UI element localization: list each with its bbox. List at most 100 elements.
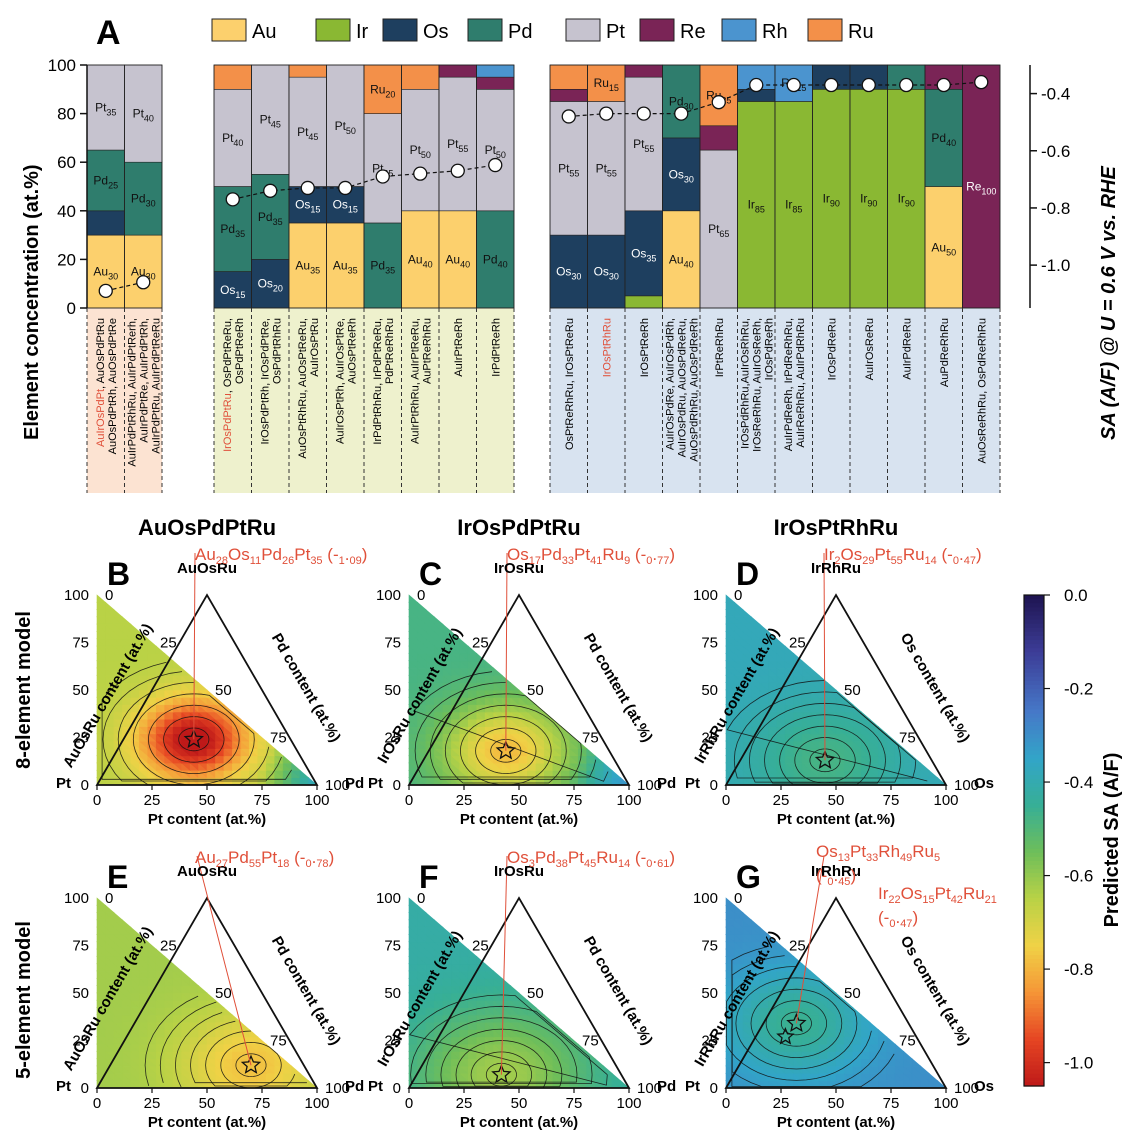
formula-part: Pt xyxy=(875,545,891,564)
formula-part: 85 xyxy=(755,205,765,215)
right-tick-label: 25 xyxy=(472,635,489,652)
sa-marker xyxy=(450,163,465,178)
colorbar-step xyxy=(1024,750,1044,756)
right-tick-label: 25 xyxy=(789,938,806,955)
bar-segment-rh xyxy=(476,64,515,78)
colorbar-step xyxy=(1024,734,1044,739)
formula-part: 50 xyxy=(946,247,956,257)
bar-11 xyxy=(549,64,588,493)
right-vertex-label: Pd xyxy=(345,1078,364,1095)
heat-cell xyxy=(594,755,605,764)
colorbar-step xyxy=(1024,664,1044,670)
sa-marker xyxy=(599,106,614,121)
bottom-tick-label: 100 xyxy=(304,1095,329,1112)
colorbar-step xyxy=(1024,1053,1044,1058)
colorbar-step xyxy=(1024,656,1044,662)
formula-part: 15 xyxy=(922,894,934,906)
colorbar-step xyxy=(1024,922,1044,928)
y-tick-label: 0 xyxy=(67,299,76,318)
right-tick-label: 50 xyxy=(527,985,544,1002)
formula-part: Pt xyxy=(485,143,497,157)
colorbar-step xyxy=(1024,1004,1044,1009)
formula-part: Pd xyxy=(669,94,684,108)
formula-part: Pt xyxy=(708,222,720,236)
colorbar-step xyxy=(1024,910,1044,915)
bar-element-label: Pt45 xyxy=(260,113,281,130)
left-tick-label: 0 xyxy=(393,1080,401,1097)
bar-segment-os xyxy=(86,210,125,236)
colorbar-step xyxy=(1024,820,1044,825)
ternary-heatmap xyxy=(408,594,630,786)
colorbar-step xyxy=(1024,865,1044,870)
contour-line xyxy=(132,693,255,786)
contour-line xyxy=(101,661,292,780)
formula-part: Pd xyxy=(483,252,498,266)
sa-marker xyxy=(711,95,726,110)
formula-part: 30 xyxy=(609,272,619,282)
bar-22 xyxy=(962,64,1001,493)
heat-cell xyxy=(928,1072,939,1081)
formula-part: Au xyxy=(195,545,216,564)
bar-element-label: Re100 xyxy=(966,180,996,197)
right-tick-label: 0 xyxy=(105,587,113,604)
bar-element-label: Pt55 xyxy=(447,137,468,154)
right-tick-label: 100 xyxy=(325,777,350,794)
bottom-tick-label: 25 xyxy=(773,792,790,809)
colorbar-step xyxy=(1024,950,1044,956)
right-vertex-label: Pd xyxy=(657,775,676,792)
composition-rest: , OsPdPtReRu, xyxy=(222,318,234,393)
sa-marker xyxy=(136,275,151,290)
bottom-tick-label: 50 xyxy=(511,1095,528,1112)
colorbar-step xyxy=(1024,885,1044,891)
formula-part: 14 xyxy=(618,858,630,870)
panel-letter: A xyxy=(96,14,121,52)
colorbar-step xyxy=(1024,860,1044,866)
composition-label: AuIrOsPtRu xyxy=(309,318,321,377)
right-axis-title: Pd content (at.%) xyxy=(268,630,344,745)
composition-label: AuIrPdPtRhRu, AuIrPdPtRerh, xyxy=(126,318,138,467)
formula-part: 47 xyxy=(900,918,912,930)
formula-part: 50 xyxy=(421,150,431,160)
composition-label: AuPdReRhRu xyxy=(939,318,951,387)
heat-cell xyxy=(603,762,613,771)
composition-label: AuIrOsReRu xyxy=(864,318,876,380)
bar-segment-os xyxy=(326,186,365,224)
legend-label: Os xyxy=(423,21,449,43)
colorbar-step xyxy=(1024,1028,1044,1034)
heat-cell xyxy=(189,977,200,986)
formula-part: Au xyxy=(669,252,684,266)
composition-label: AuIrPdPtRe, AuIrPdPtRh, xyxy=(138,318,150,443)
formula-part: Au xyxy=(931,240,946,254)
right-tick-label: 75 xyxy=(899,1033,916,1050)
colorbar-step xyxy=(1024,599,1044,604)
optimum-annotation: Au27Pd55Pt18 (-0.78) xyxy=(195,848,334,870)
bar-segment-pt xyxy=(213,89,252,187)
bar-segment-ru xyxy=(363,64,402,114)
heat-cell xyxy=(861,1014,871,1023)
formula-part: Ru xyxy=(596,848,618,867)
bar-10 xyxy=(476,64,515,493)
legend-swatch xyxy=(315,18,351,42)
colorbar-step xyxy=(1024,787,1044,792)
formula-part: 77 xyxy=(657,555,669,567)
sa-marker xyxy=(636,106,651,121)
formula-part: 35 xyxy=(273,217,283,227)
y2-axis-title: SA (A/F) @ U = 0.6 V vs. RHE xyxy=(1098,166,1120,440)
formula-part: Os xyxy=(901,884,923,903)
formula-part: 100 xyxy=(981,187,996,197)
bar-13 xyxy=(624,64,663,493)
formula-part: 65 xyxy=(719,229,729,239)
sa-marker xyxy=(488,157,503,173)
heat-cell xyxy=(878,1028,888,1038)
colorbar-step xyxy=(1024,795,1044,801)
composition-label: AuIrPdReRu xyxy=(901,318,913,380)
formula-part: ) xyxy=(669,848,675,867)
right-tick-label: 50 xyxy=(844,985,861,1002)
bottom-axis-title: Pt content (at.%) xyxy=(148,1114,266,1130)
colorbar-step xyxy=(1024,1049,1044,1054)
legend-label: Re xyxy=(680,21,706,43)
formula-part: 90 xyxy=(867,199,877,209)
